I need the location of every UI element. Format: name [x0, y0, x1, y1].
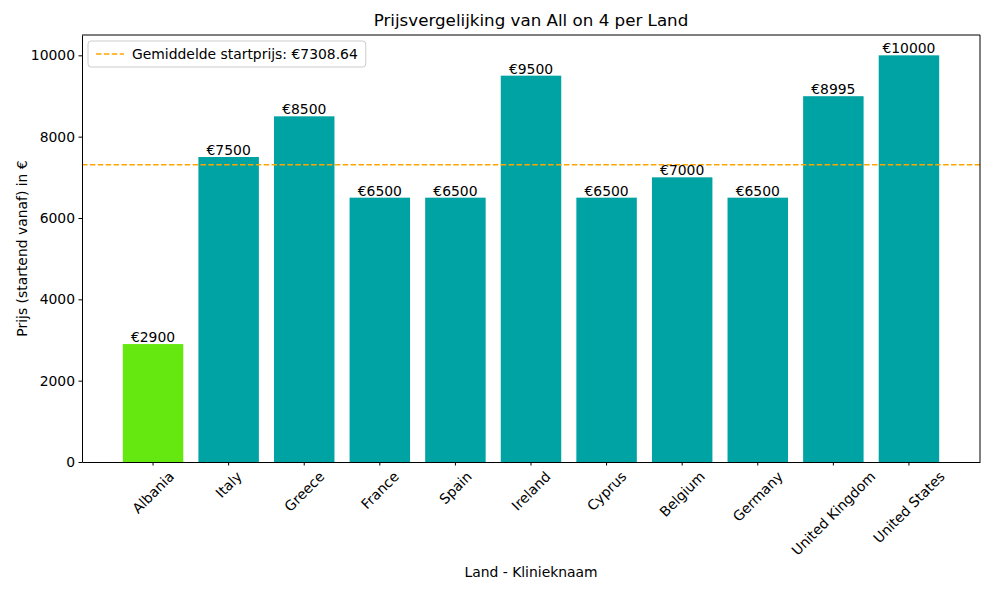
tick: United States — [870, 462, 948, 546]
data-label: €7500 — [207, 142, 251, 158]
tick: 4000 — [40, 291, 82, 307]
tick: 6000 — [40, 210, 82, 226]
tick: Belgium — [656, 462, 708, 520]
legend-box — [88, 41, 366, 67]
spine — [980, 35, 981, 462]
tick: Albania — [129, 462, 177, 516]
legend-swatch — [96, 53, 124, 55]
tick-mark — [531, 462, 532, 466]
tick: United Kingdom — [788, 462, 878, 558]
tick-label: Germany — [730, 468, 786, 524]
tick-label: Cyprus — [584, 468, 630, 514]
data-label: €6500 — [736, 183, 780, 199]
bar — [123, 344, 183, 462]
tick-mark — [304, 462, 305, 466]
tick: 8000 — [40, 129, 82, 145]
tick: Ireland — [508, 462, 553, 514]
tick-label: Italy — [212, 468, 245, 501]
tick-mark — [228, 462, 229, 466]
tick-label: 4000 — [40, 291, 75, 307]
tick: Spain — [436, 462, 475, 507]
bar — [576, 198, 636, 462]
reference-line — [82, 164, 980, 166]
tick-mark — [682, 462, 683, 466]
tick-label: 2000 — [40, 373, 75, 389]
tick-label: Greece — [281, 468, 327, 514]
legend: Gemiddelde startprijs: €7308.64 — [88, 41, 366, 67]
tick-label: 8000 — [40, 129, 75, 145]
tick-label: 6000 — [40, 210, 75, 226]
tick: 2000 — [40, 373, 82, 389]
tick-label: Ireland — [508, 468, 553, 513]
spine — [82, 35, 980, 36]
legend-label: Gemiddelde startprijs: €7308.64 — [132, 46, 358, 62]
tick-mark — [79, 137, 83, 138]
tick: Greece — [281, 462, 327, 515]
plot-area — [82, 55, 980, 462]
chart: €2900 €7500 €8500 €6500 €6500 €9500 €6500 €7000… — [0, 0, 989, 590]
bar — [728, 198, 788, 462]
tick-mark — [79, 55, 83, 56]
tick-label: Spain — [436, 468, 475, 507]
tick-mark — [757, 462, 758, 466]
tick-label: United States — [870, 468, 948, 546]
tick-mark — [79, 299, 83, 300]
title: Prijsvergelijking van All on 4 per Land — [374, 10, 689, 30]
bar — [501, 76, 561, 462]
tick-mark — [606, 462, 607, 466]
y-axis-title: Prijs (startend vanaf) in € — [14, 160, 30, 336]
x-axis-title: Land - Klinieknaam — [464, 564, 597, 580]
bar — [274, 116, 334, 462]
data-label: €2900 — [131, 329, 175, 345]
y-axis: 0 2000 4000 6000 8000 10000 — [31, 36, 83, 470]
tick-mark — [153, 462, 154, 466]
tick-mark — [908, 462, 909, 466]
tick-label: 10000 — [31, 47, 75, 63]
tick-mark — [79, 218, 83, 219]
data-label: €6500 — [433, 183, 477, 199]
tick-mark — [379, 462, 380, 466]
tick: 0 — [66, 454, 82, 470]
data-label: €6500 — [358, 183, 402, 199]
tick: France — [358, 462, 402, 512]
tick: Germany — [730, 462, 786, 525]
tick: Cyprus — [584, 462, 630, 514]
tick-mark — [79, 381, 83, 382]
bar — [350, 198, 410, 462]
tick-label: Albania — [129, 468, 177, 516]
bar — [652, 177, 712, 462]
bar — [425, 198, 485, 462]
bar — [879, 55, 939, 462]
data-labels: €2900 €7500 €8500 €6500 €6500 €9500 €6500 €7000… — [131, 40, 936, 345]
data-label: €6500 — [584, 183, 628, 199]
tick-mark — [455, 462, 456, 466]
tick: 10000 — [31, 47, 82, 63]
tick-label: 0 — [66, 454, 75, 470]
axis-line — [82, 36, 83, 463]
tick-label: United Kingdom — [788, 468, 878, 558]
data-label: €8500 — [282, 101, 326, 117]
tick-label: France — [358, 468, 402, 512]
data-label: €10000 — [882, 40, 935, 56]
tick-mark — [833, 462, 834, 466]
bar — [198, 157, 258, 462]
frame — [82, 35, 980, 462]
bar — [803, 96, 863, 462]
tick: Italy — [212, 462, 245, 501]
data-label: €7000 — [660, 162, 704, 178]
tick-mark — [79, 462, 83, 463]
data-label: €9500 — [509, 61, 553, 77]
x-axis: Albania Italy Greece France Spain Ireland Cypr… — [83, 462, 981, 558]
data-label: €8995 — [811, 81, 855, 97]
tick-label: Belgium — [656, 468, 708, 520]
